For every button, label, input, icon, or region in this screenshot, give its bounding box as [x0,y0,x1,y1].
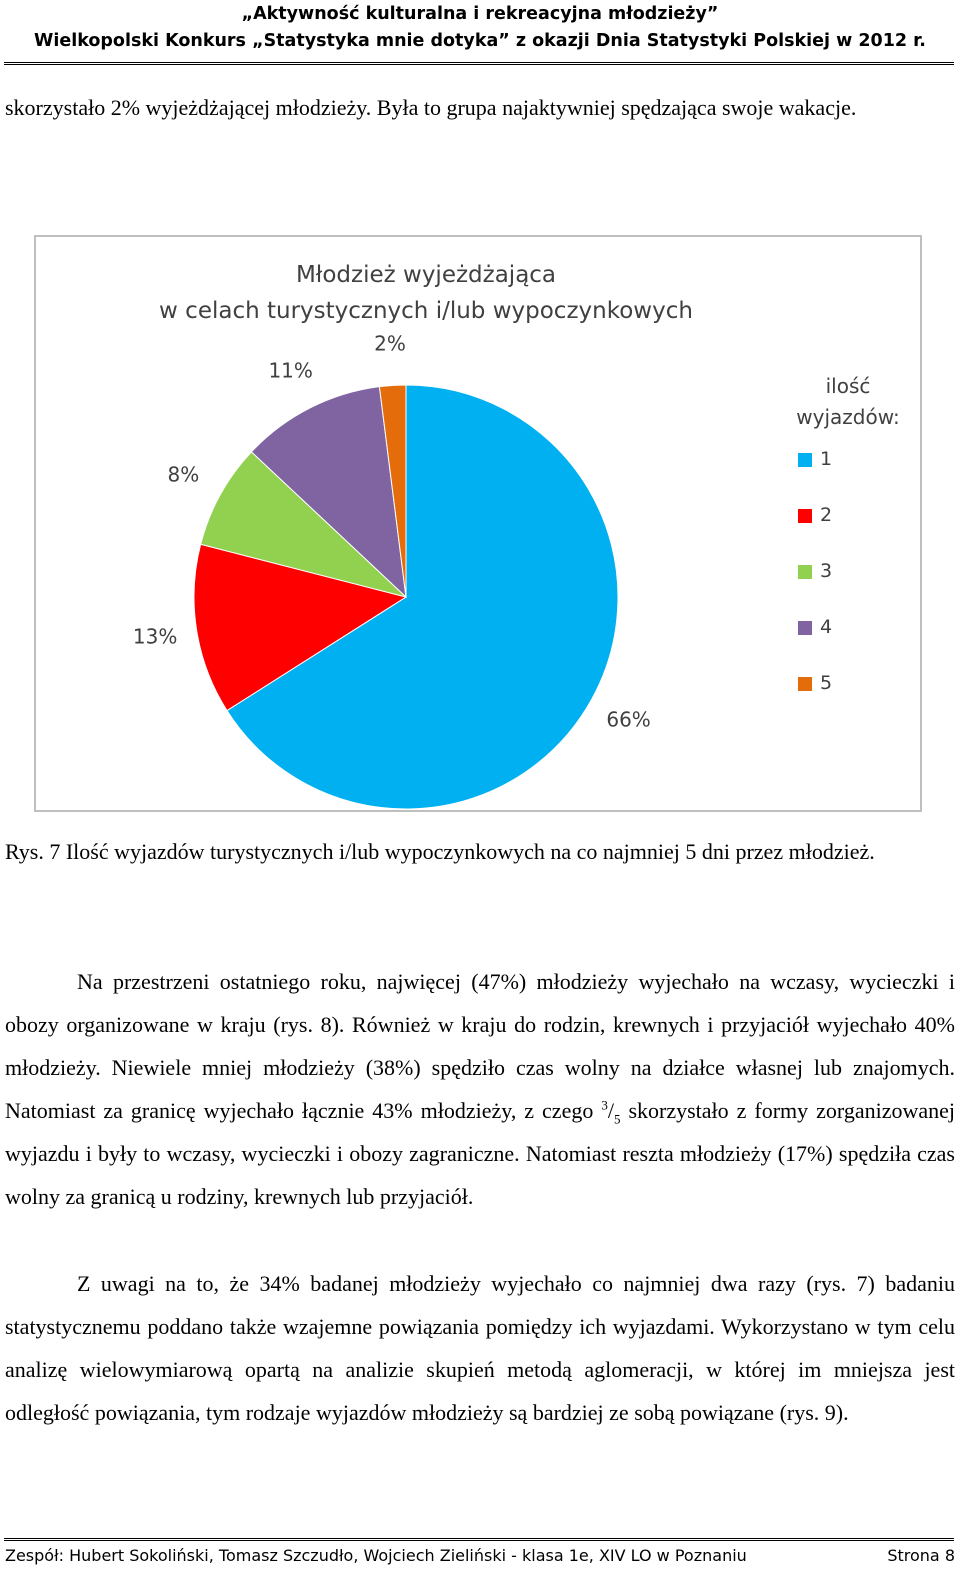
paragraph-1-text-a: Na przestrzeni ostatniego roku, najwięce… [5,969,955,1123]
legend-label-3: 3 [820,560,833,582]
chart-title-line1: Młodzież wyjeżdżająca [295,262,557,288]
pie-slice-3 [200,451,407,598]
page-footer: Zespół: Hubert Sokoliński, Tomasz Szczud… [5,1544,955,1570]
intro-paragraph: skorzystało 2% wyjeżdżającej młodzieży. … [5,95,857,120]
footer-authors: Zespół: Hubert Sokoliński, Tomasz Szczud… [5,1546,747,1565]
legend-label-4: 4 [820,616,833,638]
pie-slice-1 [226,384,619,810]
header-subtitle: Wielkopolski Konkurs „Statystyka mnie do… [34,31,926,51]
legend-swatch-1 [798,453,812,467]
pie-slice-5 [378,384,407,598]
header-rule [4,62,954,65]
body-paragraph-2: Z uwagi na to, że 34% badanej młodzieży … [5,1271,955,1425]
legend-label-5: 5 [820,672,833,694]
pie-label-3: 8% [168,463,200,487]
figure-caption: Rys. 7 Ilość wyjazdów turystycznych i/lu… [5,839,875,864]
legend-label-2: 2 [820,504,833,526]
pie-slice-4 [250,386,407,599]
footer-rule [4,1538,954,1541]
pie-slice-2 [193,543,408,712]
pie-label-1: 66% [606,707,650,731]
pie-label-2: 13% [133,625,177,649]
fraction-separator: / [607,1098,614,1123]
pie-label-5: 2% [374,332,406,356]
pie-chart: 66% 13% 8% 11% 2% [133,332,651,810]
pie-label-4: 11% [268,359,312,383]
pie-chart-frame: Młodzież wyjeżdżająca w celach turystycz… [34,235,922,812]
header-title: „Aktywność kulturalna i rekreacyjna młod… [241,4,719,24]
legend-title: ilość wyjazdów: [796,374,900,429]
chart-title: Młodzież wyjeżdżająca w celach turystycz… [36,257,816,329]
chart-title-line2: w celach turystycznych i/lub wypoczynkow… [159,298,693,324]
legend-swatch-2 [798,509,812,523]
legend-swatch-5 [798,677,812,691]
legend-label-1: 1 [820,448,833,470]
fraction-numerator: 3 [601,1097,608,1113]
legend-swatch-4 [798,621,812,635]
body-paragraph-1: Na przestrzeni ostatniego roku, najwięce… [5,960,955,1218]
paragraph-1-text-b: skorzystało z formy zorganizowanej wyjaz… [5,1098,955,1209]
legend-swatch-3 [798,565,812,579]
page-number: Strona 8 [887,1546,955,1565]
fraction-denominator: 5 [613,1111,621,1127]
